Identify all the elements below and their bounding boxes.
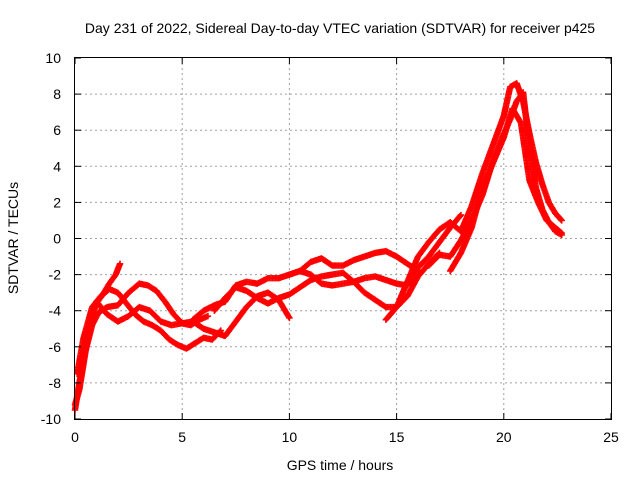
y-tick-label: 8 <box>53 86 61 102</box>
y-tick-label: 10 <box>45 50 61 66</box>
y-tick-label: -8 <box>49 375 62 391</box>
data-point <box>557 216 564 223</box>
x-tick-label: 5 <box>178 429 186 445</box>
y-axis-label: SDTVAR / TECUs <box>5 182 21 294</box>
axes: 0 5 10 15 20 25 -10 -8 -6 -4 -2 0 2 4 6 8 10 <box>41 50 619 445</box>
y-tick-label: 2 <box>53 194 61 210</box>
data-point <box>286 314 293 322</box>
y-tick-label: -2 <box>49 267 62 283</box>
y-tick-label: 0 <box>53 231 61 247</box>
data-point <box>204 312 212 320</box>
data-point <box>116 260 124 267</box>
x-tick-label: 15 <box>389 429 405 445</box>
data-point <box>558 229 565 237</box>
x-tick-label: 20 <box>496 429 512 445</box>
series-pass-i <box>425 89 565 269</box>
x-tick-label: 10 <box>282 429 298 445</box>
data-points <box>71 80 565 414</box>
y-tick-label: 4 <box>53 158 61 174</box>
plot-frame <box>74 57 612 420</box>
x-tick-label: 0 <box>71 429 79 445</box>
y-tick-label: -4 <box>49 303 62 319</box>
y-tick-label: 6 <box>53 122 61 138</box>
data-point <box>456 212 464 220</box>
x-tick-label: 25 <box>603 429 619 445</box>
x-axis-label: GPS time / hours <box>287 457 394 473</box>
grid <box>75 58 611 419</box>
y-tick-label: -10 <box>41 411 61 427</box>
series-pass-f <box>211 249 443 314</box>
data-point <box>557 228 564 236</box>
y-tick-label: -6 <box>49 339 62 355</box>
series-pass-j <box>447 105 565 275</box>
data-point <box>558 217 565 224</box>
data-point <box>457 211 465 219</box>
chart-title: Day 231 of 2022, Sidereal Day-to-day VTE… <box>85 20 595 36</box>
